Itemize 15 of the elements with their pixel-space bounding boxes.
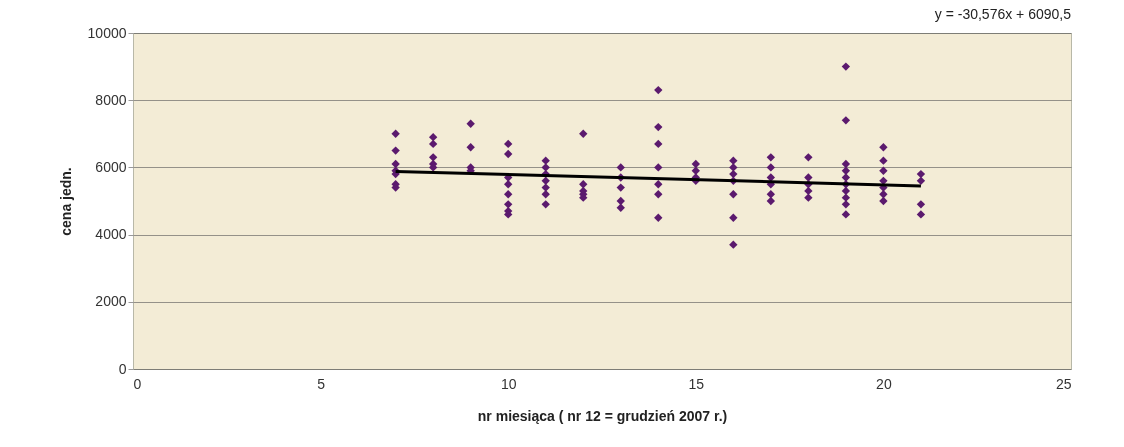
x-tick-label: 20 [876,375,892,392]
y-tick-label: 4000 [95,226,127,243]
x-tick-label: 15 [688,375,705,392]
y-axis-title: cena jedn. [57,167,74,236]
y-tick-label: 0 [118,360,127,377]
y-tick-label: 6000 [95,158,127,175]
text: y = -30,576x + 6090,5 [934,6,1072,22]
x-tick-label: 10 [500,375,517,392]
x-tick-label: 0 [133,375,142,392]
x-tick-label: 5 [317,375,326,392]
y-tick-label: 8000 [95,91,127,108]
y-tick-label: 10000 [87,24,127,41]
y-tick-label: 2000 [95,293,127,310]
x-axis-title: nr miesiąca ( nr 12 = grudzień 2007 r.) [477,407,728,424]
x-tick-label: 25 [1055,375,1072,392]
